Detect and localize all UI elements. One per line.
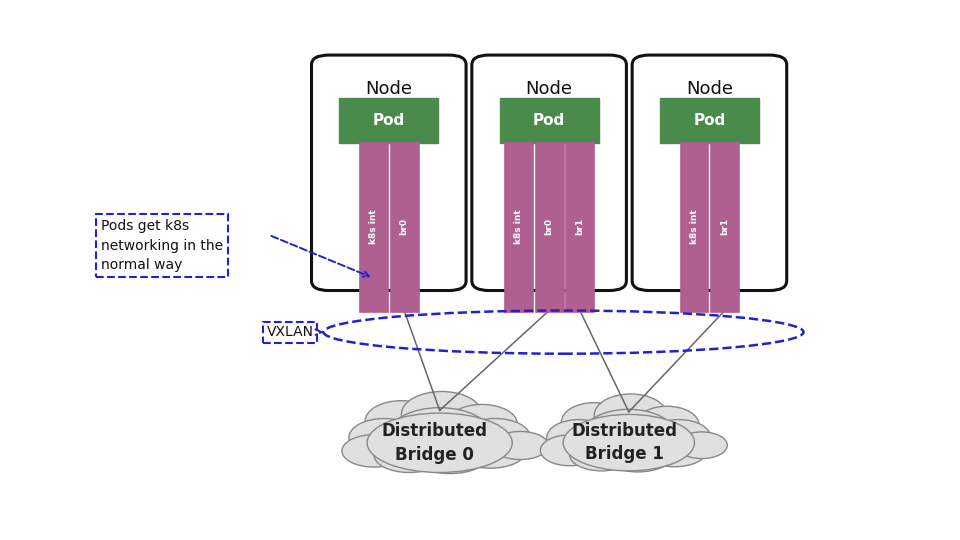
FancyBboxPatch shape bbox=[504, 142, 533, 312]
Text: br1: br1 bbox=[575, 218, 585, 235]
Ellipse shape bbox=[446, 404, 517, 443]
Ellipse shape bbox=[636, 406, 699, 443]
FancyBboxPatch shape bbox=[390, 142, 419, 312]
Ellipse shape bbox=[676, 432, 728, 458]
Ellipse shape bbox=[584, 409, 675, 458]
Ellipse shape bbox=[460, 418, 531, 456]
Text: Distributed
Bridge 0: Distributed Bridge 0 bbox=[382, 422, 488, 464]
Text: Node: Node bbox=[526, 80, 572, 98]
Text: br0: br0 bbox=[544, 218, 554, 235]
Text: Pods get k8s
networking in the
normal way: Pods get k8s networking in the normal wa… bbox=[101, 219, 223, 272]
FancyBboxPatch shape bbox=[632, 55, 787, 291]
Ellipse shape bbox=[569, 438, 634, 471]
FancyBboxPatch shape bbox=[359, 142, 388, 312]
FancyBboxPatch shape bbox=[535, 142, 564, 312]
Ellipse shape bbox=[367, 413, 513, 472]
FancyBboxPatch shape bbox=[471, 55, 626, 291]
Ellipse shape bbox=[647, 420, 710, 455]
Text: Pod: Pod bbox=[533, 113, 565, 127]
Ellipse shape bbox=[547, 420, 611, 455]
Text: VXLAN: VXLAN bbox=[267, 325, 314, 339]
Text: Distributed
Bridge 1: Distributed Bridge 1 bbox=[571, 422, 677, 463]
Ellipse shape bbox=[412, 439, 488, 474]
Text: k8s int: k8s int bbox=[369, 210, 378, 244]
Ellipse shape bbox=[540, 435, 599, 465]
Ellipse shape bbox=[564, 415, 694, 471]
Text: br0: br0 bbox=[399, 218, 409, 235]
Text: Node: Node bbox=[366, 80, 412, 98]
Ellipse shape bbox=[349, 418, 420, 456]
FancyBboxPatch shape bbox=[660, 98, 758, 143]
FancyBboxPatch shape bbox=[311, 55, 467, 291]
Text: br1: br1 bbox=[720, 218, 730, 235]
Ellipse shape bbox=[594, 394, 667, 437]
FancyBboxPatch shape bbox=[710, 142, 739, 312]
Ellipse shape bbox=[562, 403, 627, 442]
Text: Pod: Pod bbox=[693, 113, 726, 127]
Ellipse shape bbox=[603, 439, 673, 472]
Ellipse shape bbox=[342, 435, 406, 467]
Ellipse shape bbox=[365, 401, 438, 442]
Ellipse shape bbox=[455, 436, 525, 468]
Text: k8s int: k8s int bbox=[514, 210, 523, 244]
FancyBboxPatch shape bbox=[499, 98, 599, 143]
Ellipse shape bbox=[642, 436, 707, 467]
Ellipse shape bbox=[374, 438, 444, 472]
Ellipse shape bbox=[390, 408, 490, 460]
FancyBboxPatch shape bbox=[340, 98, 438, 143]
FancyBboxPatch shape bbox=[680, 142, 708, 312]
FancyBboxPatch shape bbox=[565, 142, 594, 312]
Ellipse shape bbox=[492, 431, 548, 460]
Text: Pod: Pod bbox=[372, 113, 405, 127]
Text: Node: Node bbox=[686, 80, 732, 98]
Text: k8s int: k8s int bbox=[689, 210, 699, 244]
Ellipse shape bbox=[401, 392, 482, 437]
